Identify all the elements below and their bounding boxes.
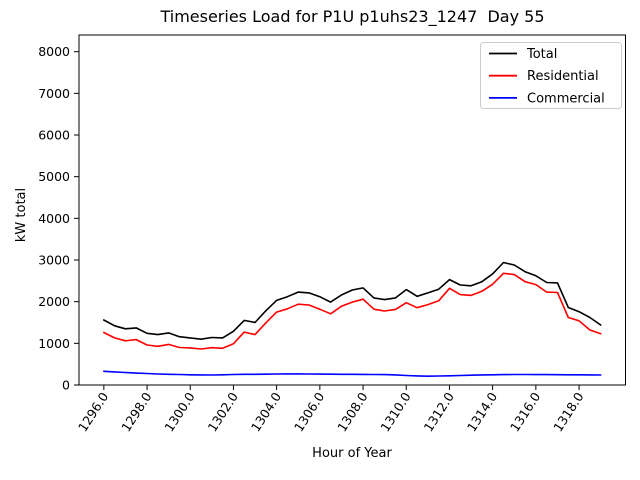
y-tick-label: 5000 bbox=[38, 169, 70, 184]
plot-border bbox=[78, 34, 626, 386]
x-tick-label: 1304.0 bbox=[248, 389, 284, 434]
y-tick-label: 1000 bbox=[38, 336, 70, 351]
legend-label-commercial: Commercial bbox=[527, 91, 605, 106]
legend: Total Residential Commercial bbox=[480, 42, 622, 109]
y-tick-label: 0 bbox=[62, 378, 70, 393]
legend-label-residential: Residential bbox=[527, 69, 599, 84]
x-tick-label: 1316.0 bbox=[507, 389, 543, 434]
series-line-residential bbox=[103, 272, 602, 350]
y-tick-label: 2000 bbox=[38, 294, 70, 309]
x-tick-label: 1318.0 bbox=[550, 389, 586, 434]
legend-label-total: Total bbox=[526, 47, 557, 62]
y-tick-label: 8000 bbox=[38, 44, 70, 59]
x-axis: 1296.0 1298.0 1300.0 1302.0 1304.0 1306.0 1308… bbox=[75, 385, 587, 434]
x-tick-label: 1312.0 bbox=[421, 389, 457, 434]
series-line-commercial bbox=[103, 370, 602, 378]
chart-title: Timeseries Load for P1U p1uhs23_1247 Day… bbox=[160, 7, 545, 26]
series-line-total bbox=[103, 261, 602, 341]
x-tick-label: 1314.0 bbox=[464, 389, 500, 434]
x-tick-label: 1296.0 bbox=[75, 389, 111, 434]
y-axis: 0 1000 2000 3000 4000 5000 6000 7000 8000 bbox=[38, 44, 79, 393]
x-tick-label: 1306.0 bbox=[291, 389, 327, 434]
series-lines bbox=[103, 261, 602, 378]
x-tick-label: 1298.0 bbox=[118, 389, 154, 434]
x-tick-label: 1302.0 bbox=[205, 389, 241, 434]
x-tick-label: 1300.0 bbox=[161, 389, 197, 434]
y-tick-label: 6000 bbox=[38, 128, 70, 143]
x-tick-label: 1310.0 bbox=[377, 389, 413, 434]
y-tick-label: 3000 bbox=[38, 253, 70, 268]
y-axis-label: kW total bbox=[14, 188, 29, 242]
x-tick-label: 1308.0 bbox=[334, 389, 370, 434]
legend-box bbox=[480, 42, 622, 109]
x-axis-label: Hour of Year bbox=[312, 446, 392, 461]
y-tick-label: 4000 bbox=[38, 211, 70, 226]
y-tick-label: 7000 bbox=[38, 86, 70, 101]
